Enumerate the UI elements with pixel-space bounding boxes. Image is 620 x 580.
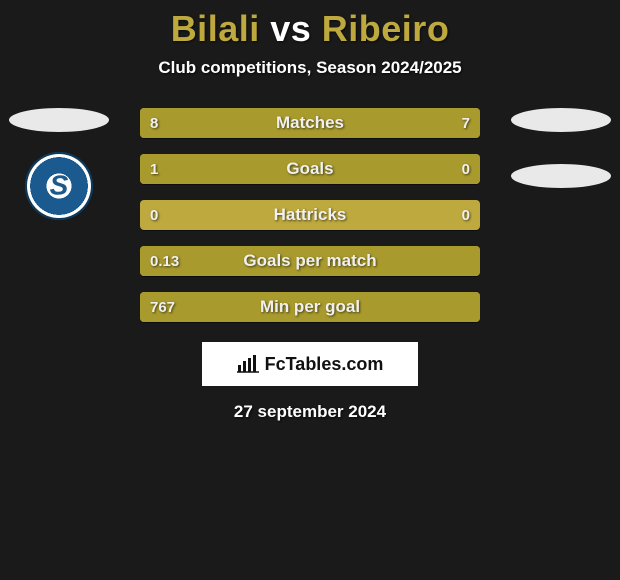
player1-name: Bilali	[171, 8, 260, 49]
player2-club-placeholder	[511, 164, 611, 188]
stat-label: Goals per match	[140, 246, 480, 276]
player1-avatar-placeholder	[9, 108, 109, 132]
stat-row: 10Goals	[140, 154, 480, 184]
stat-row: 00Hattricks	[140, 200, 480, 230]
branding-badge: FcTables.com	[202, 342, 418, 386]
stat-label: Goals	[140, 154, 480, 184]
left-side-column	[4, 108, 114, 220]
stat-row: 87Matches	[140, 108, 480, 138]
right-side-column	[506, 108, 616, 188]
player1-club-badge	[25, 152, 93, 220]
stat-row: 767Min per goal	[140, 292, 480, 322]
stat-bars: 87Matches 10Goals 00Hattricks 0.13Goals per…	[140, 108, 480, 322]
stat-row: 0.13Goals per match	[140, 246, 480, 276]
main-area: 87Matches 10Goals 00Hattricks 0.13Goals per…	[0, 108, 620, 422]
date-label: 27 september 2024	[0, 402, 620, 422]
bar-chart-icon	[237, 355, 259, 373]
stat-label: Hattricks	[140, 200, 480, 230]
comparison-title: Bilali vs Ribeiro	[0, 0, 620, 50]
stat-label: Min per goal	[140, 292, 480, 322]
player2-name: Ribeiro	[322, 8, 450, 49]
branding-text: FcTables.com	[265, 354, 384, 375]
subtitle: Club competitions, Season 2024/2025	[0, 58, 620, 78]
vs-text: vs	[270, 8, 311, 49]
player2-avatar-placeholder	[511, 108, 611, 132]
stat-label: Matches	[140, 108, 480, 138]
